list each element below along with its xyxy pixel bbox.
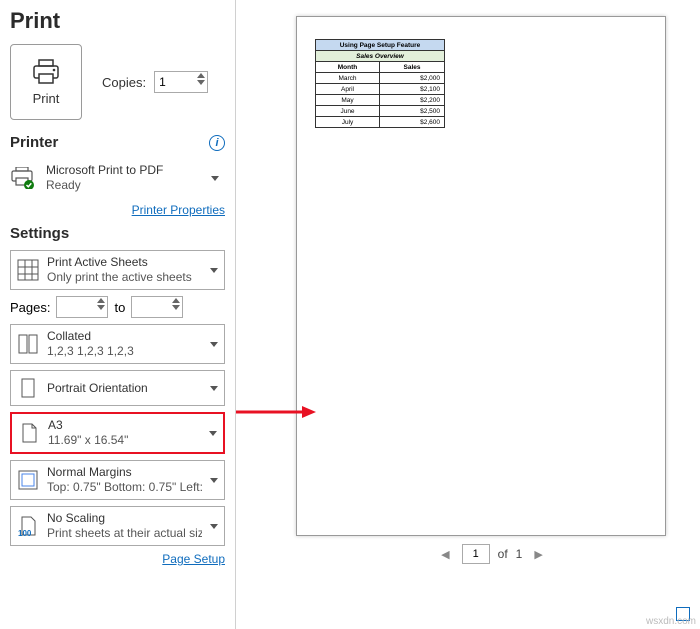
scaling-line2: Print sheets at their actual size — [47, 526, 202, 541]
preview-table: Using Page Setup Feature Sales Overview … — [315, 39, 445, 128]
copies-spinner[interactable] — [154, 71, 208, 93]
paper-icon — [18, 422, 40, 444]
printer-heading: Printer — [10, 134, 58, 151]
print-preview: Using Page Setup Feature Sales Overview … — [296, 16, 666, 536]
pager-of: of — [498, 547, 508, 561]
chevron-down-icon — [210, 524, 218, 529]
pages-to-down[interactable] — [172, 305, 180, 310]
pages-to-spinner[interactable] — [131, 296, 183, 318]
printer-device-icon — [10, 167, 38, 189]
pager-total: 1 — [516, 547, 523, 561]
print-button[interactable]: Print — [10, 44, 82, 120]
margins-line2: Top: 0.75" Bottom: 0.75" Left:… — [47, 480, 202, 495]
pager-current[interactable] — [462, 544, 490, 564]
paper-size-dropdown[interactable]: A3 11.69" x 16.54" — [10, 412, 225, 454]
pages-label: Pages: — [10, 300, 50, 315]
paper-line2: 11.69" x 16.54" — [48, 433, 201, 448]
watermark: wsxdn.com — [646, 616, 696, 627]
pages-from-up[interactable] — [97, 298, 105, 303]
page-title: Print — [10, 8, 225, 34]
chevron-down-icon — [210, 268, 218, 273]
orientation-label: Portrait Orientation — [47, 381, 202, 396]
portrait-icon — [17, 377, 39, 399]
margins-icon — [17, 469, 39, 491]
pager-next[interactable]: ▶ — [530, 548, 546, 561]
chevron-down-icon — [211, 176, 219, 181]
pages-to-input[interactable] — [136, 300, 166, 314]
printer-status: Ready — [46, 178, 203, 193]
print-button-label: Print — [33, 91, 60, 106]
copies-down[interactable] — [197, 80, 205, 85]
print-what-dropdown[interactable]: Print Active Sheets Only print the activ… — [10, 250, 225, 290]
sheets-icon — [17, 259, 39, 281]
scaling-dropdown[interactable]: 100 No Scaling Print sheets at their act… — [10, 506, 225, 546]
pages-to-up[interactable] — [172, 298, 180, 303]
pages-from-down[interactable] — [97, 305, 105, 310]
printer-dropdown[interactable]: Microsoft Print to PDF Ready — [10, 159, 225, 197]
print-what-line2: Only print the active sheets — [47, 270, 202, 285]
pages-to-label: to — [114, 300, 125, 315]
printer-info-icon[interactable]: i — [209, 135, 225, 151]
margins-line1: Normal Margins — [47, 465, 202, 480]
pager-prev[interactable]: ◀ — [437, 548, 453, 561]
collate-line2: 1,2,3 1,2,3 1,2,3 — [47, 344, 202, 359]
pager: ◀ of 1 ▶ — [296, 536, 688, 572]
printer-properties-link[interactable]: Printer Properties — [10, 203, 225, 217]
printer-name: Microsoft Print to PDF — [46, 163, 203, 178]
print-what-line1: Print Active Sheets — [47, 255, 202, 270]
collate-dropdown[interactable]: Collated 1,2,3 1,2,3 1,2,3 — [10, 324, 225, 364]
pages-from-spinner[interactable] — [56, 296, 108, 318]
chevron-down-icon — [210, 478, 218, 483]
copies-up[interactable] — [197, 73, 205, 78]
collate-icon — [17, 333, 39, 355]
chevron-down-icon — [210, 342, 218, 347]
printer-icon — [31, 59, 61, 85]
scaling-icon: 100 — [17, 515, 39, 537]
chevron-down-icon — [209, 431, 217, 436]
copies-label: Copies: — [102, 75, 146, 90]
chevron-down-icon — [210, 386, 218, 391]
collate-line1: Collated — [47, 329, 202, 344]
pages-from-input[interactable] — [61, 300, 91, 314]
scaling-line1: No Scaling — [47, 511, 202, 526]
page-setup-link[interactable]: Page Setup — [10, 552, 225, 566]
paper-line1: A3 — [48, 418, 201, 433]
margins-dropdown[interactable]: Normal Margins Top: 0.75" Bottom: 0.75" … — [10, 460, 225, 500]
settings-heading: Settings — [10, 225, 69, 242]
orientation-dropdown[interactable]: Portrait Orientation — [10, 370, 225, 406]
copies-input[interactable] — [159, 75, 189, 89]
annotation-arrow — [236, 404, 316, 420]
